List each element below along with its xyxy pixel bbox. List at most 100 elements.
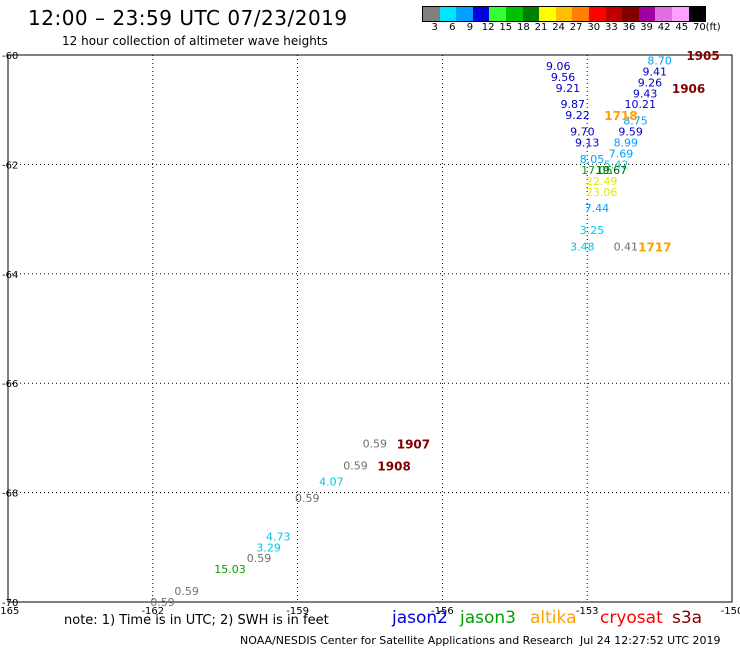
data-point-label: 9.70 [570,126,595,139]
x-tick-label: -162 [141,606,164,617]
plot-frame [7,54,733,603]
satellite-label-jason3: jason3 [460,608,516,628]
legend-swatch [572,7,589,21]
data-point-label: 3.29 [256,541,281,554]
data-point-label: 0.41 [614,240,639,253]
footer-note: note: 1) Time is in UTC; 2) SWH is in fe… [64,613,329,628]
y-tick-label: -68 [2,489,18,500]
legend-swatch [439,7,457,21]
legend-label: 18 [517,22,530,33]
data-point-label: 10.21 [625,98,657,111]
legend-swatch [638,7,656,21]
data-point-label: 17.05 [581,164,613,177]
legend-label: 6 [449,22,456,33]
legend-label: 27 [569,22,583,33]
data-point-label: 0.59 [174,585,199,598]
time-annotation: 1906 [672,82,705,96]
y-tick-label: -62 [2,160,18,171]
x-tick-label: -153 [576,606,599,617]
legend-label: 12 [481,22,495,33]
data-point-label: 23.06 [586,186,618,199]
satellite-label-jason2: jason2 [392,608,448,628]
data-point-label: 4.07 [319,476,344,489]
legend-label: 21 [534,22,548,33]
legend-label: 24 [552,22,565,33]
data-point-label: 8.75 [623,115,648,128]
legend-label: 70 [693,22,706,33]
x-tick-label: -156 [431,606,454,617]
data-point-label: 3.25 [580,224,605,237]
y-tick-label: -70 [2,598,18,609]
data-point-label: 19.67 [596,164,628,177]
legend-swatch [605,7,623,21]
legend-label: 3 [431,22,438,33]
data-point-label: 7.44 [585,202,610,215]
legend-swatch [622,7,639,21]
page-subtitle: 12 hour collection of altimeter wave hei… [62,34,328,48]
x-tick-label: -150 [721,606,740,617]
legend-swatch [671,7,689,21]
data-point-label: 9.59 [618,126,643,139]
legend-swatch [555,7,573,21]
legend-label: 39 [640,22,653,33]
legend-label: 33 [605,22,618,33]
legend-swatch [655,7,672,21]
time-annotation: 1907 [397,437,430,451]
time-annotation: 1717 [638,240,671,254]
data-point-label: 0.59 [247,552,272,565]
data-point-label: 9.26 [638,76,663,89]
footer-credit: NOAA/NESDIS Center for Satellite Applica… [240,634,574,647]
legend-label: 36 [622,22,636,33]
legend-label: (ft) [705,22,721,33]
time-annotation: 1908 [377,459,410,473]
legend-swatch [688,7,706,21]
legend-swatch [522,7,540,21]
data-point-label: 22.49 [586,175,618,188]
y-tick-label: -64 [2,270,18,281]
data-point-label: 8.99 [614,137,639,150]
time-annotation: 1718 [604,109,637,123]
data-point-label: 7.69 [609,147,634,160]
data-point-label: 0.59 [150,596,175,609]
data-point-label: 8.05 [580,153,605,166]
footer-timestamp: Jul 24 12:27:52 UTC 2019 [580,634,721,647]
satellite-label-s3a: s3a [672,608,703,628]
data-point-label: 9.43 [633,87,658,100]
page-title: 12:00 – 23:59 UTC 07/23/2019 [28,6,348,30]
satellite-label-altika: altika [530,608,577,628]
legend-label: 9 [466,22,474,33]
data-point-label: 9.22 [565,109,590,122]
legend-label: 15 [499,22,513,33]
legend-swatch [588,7,606,21]
data-point-label: 9.87 [560,98,585,111]
data-point-label: 8.70 [647,54,672,67]
data-point-label: 4.73 [266,530,291,543]
data-point-label: 0.59 [363,437,388,450]
y-tick-label: -66 [2,379,18,390]
legend-swatch [539,7,556,21]
legend-label: 30 [587,22,601,33]
legend-label: 42 [657,22,671,33]
x-tick-label: -159 [286,606,309,617]
data-point-label: 9.13 [575,137,600,150]
data-point-label: 9.56 [551,71,576,84]
data-point-label: 9.06 [546,60,571,73]
legend-swatch [456,7,473,21]
data-point-label: 15.03 [214,563,246,576]
legend-swatch [489,7,506,21]
data-point-label: 5.42 [604,158,629,171]
data-point-label: 9.41 [643,65,668,78]
data-point-label: 3.48 [570,240,595,253]
legend-swatch [423,7,440,21]
color-scale-legend [422,6,707,22]
time-annotation: 1905 [686,49,719,63]
satellite-label-cryosat: cryosat [600,608,663,628]
data-point-label: 0.59 [295,492,320,505]
legend-swatch [505,7,523,21]
legend-label: 45 [675,22,689,33]
data-point-label: 0.59 [343,459,368,472]
data-point-label: 9.21 [556,82,581,95]
x-tick-label: -165 [0,606,19,617]
y-tick-label: -60 [2,51,18,62]
